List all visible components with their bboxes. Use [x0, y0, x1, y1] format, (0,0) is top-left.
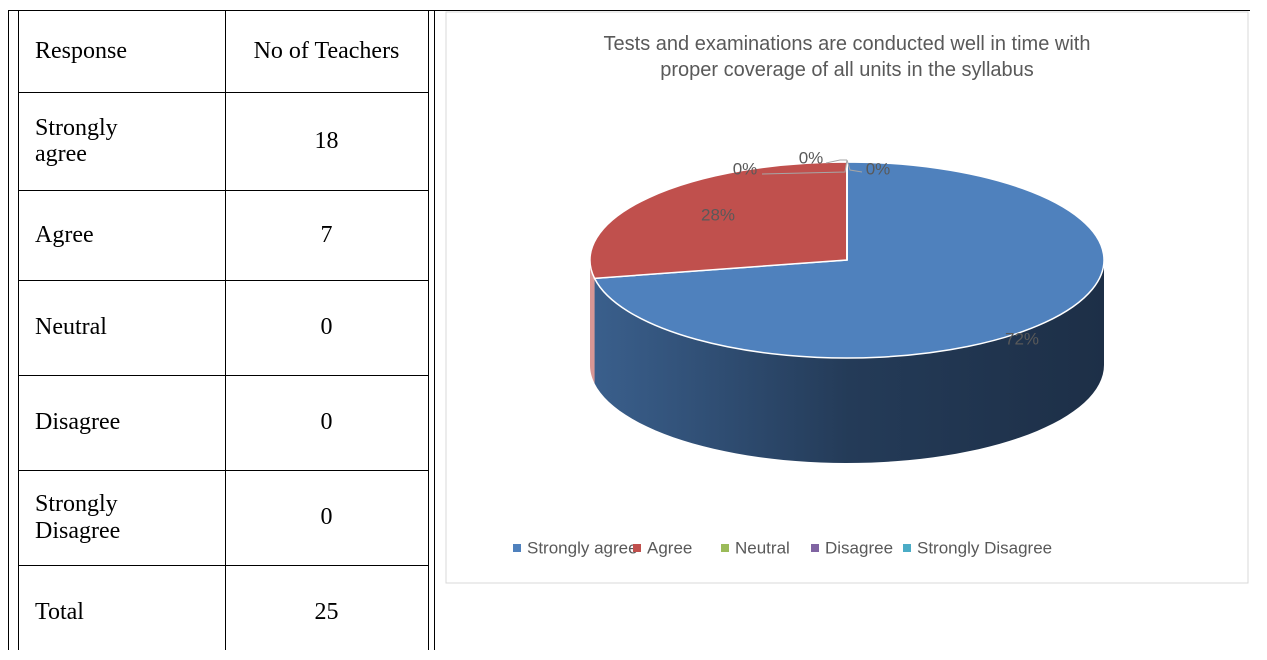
row-rule [18, 92, 428, 93]
title-line: proper coverage of all units in the syll… [660, 59, 1034, 81]
legend-swatch [903, 544, 911, 552]
row-label: Total [35, 599, 84, 626]
data-label: 0% [733, 159, 758, 178]
legend-swatch [513, 544, 521, 552]
table-top-rule [8, 10, 1250, 11]
title-line: Tests and examinations are conducted wel… [604, 33, 1091, 55]
chart-title: Tests and examinations are conducted wel… [604, 33, 1091, 81]
row-rule [18, 280, 428, 281]
leader-line [825, 159, 847, 164]
row-value: 25 [314, 599, 339, 626]
row-label: Strongly agree [35, 114, 118, 167]
slice [589, 161, 848, 280]
column-rule [8, 10, 9, 650]
legend-swatch [811, 544, 819, 552]
row-label: Strongly Disagree [35, 491, 121, 544]
column-rule [428, 10, 429, 650]
row-value: 18 [314, 127, 339, 154]
slice [593, 161, 1105, 359]
legend-swatch [721, 544, 729, 552]
column-rule [18, 10, 19, 650]
legend-label: Disagree [825, 538, 893, 557]
row-value: 0 [320, 409, 333, 436]
slice-side [590, 260, 595, 384]
leader-line [761, 159, 848, 175]
legend-label: Strongly Disagree [917, 538, 1052, 557]
slice-side [594, 260, 1104, 463]
legend-label: Neutral [735, 538, 790, 557]
page: {"table": {"header": ["Response", "No of… [8, 10, 1250, 650]
row-rule [18, 565, 428, 566]
legend-label: Strongly agree [527, 538, 638, 557]
data-label: 28% [701, 205, 735, 224]
row-value: 0 [320, 314, 333, 341]
column-rule [434, 10, 435, 650]
chart: Tests and examinations are conducted wel… [445, 11, 1249, 584]
leader-line [846, 159, 863, 173]
header-cell: Response [35, 37, 127, 64]
row-value: 7 [320, 221, 333, 248]
header-cell: No of Teachers [253, 37, 400, 64]
column-rule [225, 10, 226, 650]
row-rule [18, 470, 428, 471]
chart-frame [445, 11, 1249, 584]
row-label: Agree [35, 221, 94, 248]
data-label: 0% [799, 148, 824, 167]
legend-swatch [633, 544, 641, 552]
row-label: Neutral [35, 314, 107, 341]
row-label: Disagree [35, 409, 121, 436]
data-label: 0% [866, 159, 891, 178]
row-value: 0 [320, 504, 333, 531]
row-rule [18, 190, 428, 191]
row-rule [18, 375, 428, 376]
legend-label: Agree [647, 538, 692, 557]
data-label: 72% [1005, 329, 1039, 348]
